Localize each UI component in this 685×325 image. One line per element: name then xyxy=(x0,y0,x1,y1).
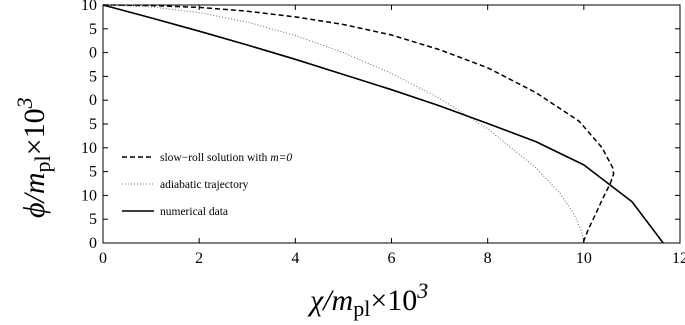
y-tick-label: 5 xyxy=(89,211,97,228)
series-layer xyxy=(102,4,664,244)
x-tick-label: 10 xyxy=(576,250,592,267)
y-tick-label: 5 xyxy=(89,21,97,38)
y-tick-label: 5 xyxy=(89,164,97,181)
x-tick-label: 6 xyxy=(388,250,396,267)
y-tick-label: 0 xyxy=(89,45,97,62)
y-tick-label: 10 xyxy=(81,140,97,157)
x-tick-label: 12 xyxy=(672,250,685,267)
y-tick-label: 10 xyxy=(81,187,97,204)
x-axis-label: χ/mpl×103 xyxy=(307,278,428,321)
y-tick-label: 10 xyxy=(81,0,97,14)
legend-label: slow−roll solution with m=0 xyxy=(160,152,292,164)
x-tick-label: 2 xyxy=(195,250,203,267)
y-tick-label: 0 xyxy=(89,235,97,252)
series-line-dotted xyxy=(102,4,585,244)
series-line-solid xyxy=(102,4,664,244)
legend-label: numerical data xyxy=(160,206,228,218)
x-tick-label: 4 xyxy=(291,250,299,267)
legend-label: adiabatic trajectory xyxy=(160,179,249,191)
y-axis-label: ϕ/mpl×103 xyxy=(12,97,55,218)
legend: slow−roll solution with m=0 adiabatic tra… xyxy=(122,152,292,218)
axis-ticks: 0 2 4 6 8 10 12 0 5 10 5 10 5 0 5 0 5 10 xyxy=(81,0,685,267)
series-line-dashed xyxy=(102,4,615,244)
y-tick-label: 5 xyxy=(89,68,97,85)
x-tick-label: 8 xyxy=(484,250,492,267)
x-tick-label: 0 xyxy=(99,250,107,267)
y-tick-label: 5 xyxy=(89,116,97,133)
y-tick-label: 0 xyxy=(89,92,97,109)
